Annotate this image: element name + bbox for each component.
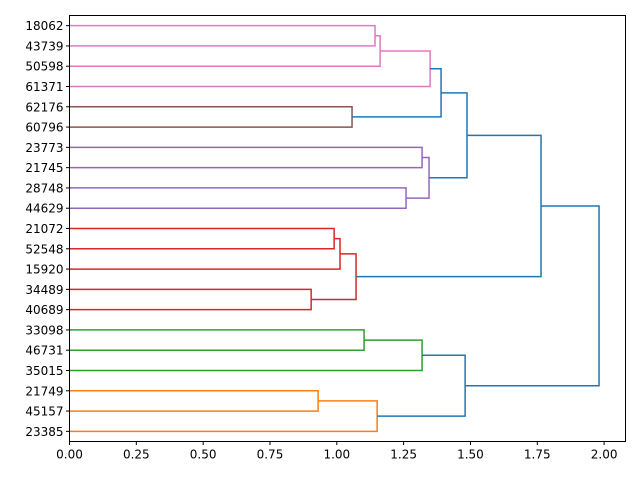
dendrogram-link xyxy=(356,134,542,278)
leaf-label: 33098 xyxy=(25,323,63,337)
x-tick-label: 0.50 xyxy=(190,448,217,462)
leaf-label: 61371 xyxy=(25,80,63,94)
dendrogram-link xyxy=(69,339,423,372)
x-tick-label: 1.75 xyxy=(524,448,551,462)
dendrogram-link xyxy=(69,146,423,169)
x-tick-label: 0.00 xyxy=(56,448,83,462)
leaf-label: 15920 xyxy=(25,263,63,277)
leaf-label: 23385 xyxy=(25,425,63,439)
leaf-label: 35015 xyxy=(25,364,63,378)
leaf-label: 60796 xyxy=(25,121,63,135)
dendrogram-link xyxy=(377,354,466,417)
dendrogram-link xyxy=(352,68,442,118)
dendrogram-link xyxy=(69,288,312,311)
x-axis-ticks: 0.00 0.25 0.50 0.75 1.00 1.25 1.50 1.75 2.00 xyxy=(56,441,618,462)
leaf-label: 21745 xyxy=(25,161,63,175)
dendrogram-link xyxy=(69,227,335,250)
leaf-label: 21749 xyxy=(25,384,63,398)
dendrogram-links xyxy=(69,24,600,433)
leaf-label: 34489 xyxy=(25,283,63,297)
leaf-label: 23773 xyxy=(25,141,63,155)
leaf-label: 46731 xyxy=(25,344,63,358)
leaf-label: 28748 xyxy=(25,181,63,195)
leaf-label: 40689 xyxy=(25,303,63,317)
dendrogram-link xyxy=(69,24,376,47)
leaf-label: 62176 xyxy=(25,100,63,114)
dendrogram-link xyxy=(311,253,357,301)
leaf-label: 52548 xyxy=(25,242,63,256)
leaf-label: 18062 xyxy=(25,19,63,33)
x-tick-label: 2.00 xyxy=(591,448,618,462)
dendrogram-link xyxy=(406,156,430,199)
leaf-label: 45157 xyxy=(25,405,63,419)
dendrogram-link xyxy=(465,205,600,387)
dendrogram-link xyxy=(69,400,378,433)
leaf-label: 50598 xyxy=(25,60,63,74)
leaf-label: 43739 xyxy=(25,39,63,53)
x-tick-label: 0.25 xyxy=(123,448,150,462)
leaf-labels: 18062 43739 50598 61371 62176 60796 23773 21745… xyxy=(25,19,70,439)
dendrogram-link xyxy=(429,92,468,179)
dendrogram-link xyxy=(69,237,341,270)
dendrogram-link xyxy=(69,187,407,209)
x-tick-label: 1.00 xyxy=(323,448,350,462)
dendrogram-link xyxy=(69,106,353,128)
leaf-label: 44629 xyxy=(25,202,63,216)
dendrogram-link xyxy=(69,329,365,351)
x-tick-label: 1.50 xyxy=(457,448,484,462)
dendrogram-link xyxy=(69,390,319,412)
dendrogram-link xyxy=(69,50,431,88)
dendrogram-link xyxy=(69,35,381,67)
x-tick-label: 1.25 xyxy=(390,448,417,462)
leaf-label: 21072 xyxy=(25,222,63,236)
x-tick-label: 0.75 xyxy=(257,448,284,462)
